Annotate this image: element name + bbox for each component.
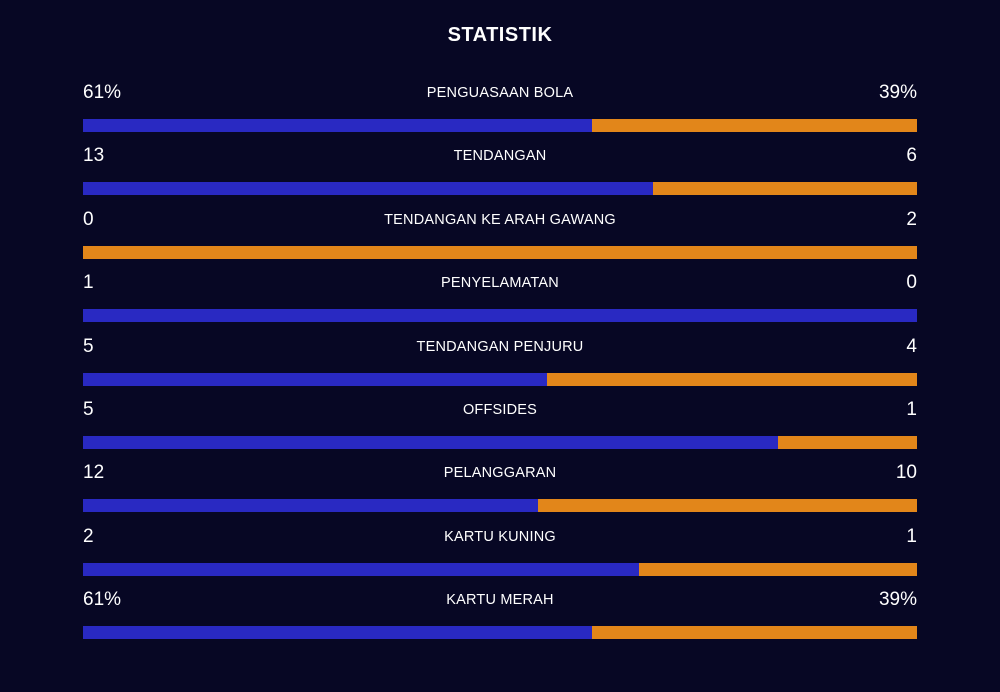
stat-label: KARTU KUNING xyxy=(444,528,556,545)
page-title: STATISTIK xyxy=(447,24,553,46)
stat-label: KARTU MERAH xyxy=(446,592,554,609)
home-value: 13 xyxy=(83,145,105,167)
stat-row: 2 KARTU KUNING 1 xyxy=(83,524,917,587)
away-bar-segment xyxy=(537,499,917,513)
home-value: 12 xyxy=(83,462,105,484)
stat-label: OFFSIDES xyxy=(462,401,538,418)
comparison-bar xyxy=(83,309,917,323)
comparison-bar xyxy=(83,119,917,132)
comparison-bar xyxy=(83,182,917,196)
away-bar-segment xyxy=(83,245,917,259)
stat-row: 61% PENGUASAAN BOLA 39% xyxy=(83,80,917,143)
stat-row: 12 PELANGGARAN 10 xyxy=(83,460,917,523)
home-bar-segment xyxy=(83,562,640,576)
away-value: 4 xyxy=(906,335,917,357)
stat-row: 5 TENDANGAN PENJURU 4 xyxy=(83,334,917,397)
comparison-bar xyxy=(83,245,917,259)
stat-label: TENDANGAN PENJURU xyxy=(416,338,584,355)
comparison-bar xyxy=(83,562,917,576)
away-value: 39% xyxy=(878,589,917,611)
comparison-bar xyxy=(83,626,917,640)
away-value: 1 xyxy=(906,525,917,547)
home-value: 61% xyxy=(83,82,122,103)
home-bar-segment xyxy=(83,309,917,323)
home-value: 5 xyxy=(83,335,94,357)
stat-label: TENDANGAN KE ARAH GAWANG xyxy=(384,211,616,228)
home-bar-segment xyxy=(83,499,538,513)
away-value: 0 xyxy=(906,272,917,294)
stat-row: 61% KARTU MERAH 39% xyxy=(83,587,917,650)
home-value: 1 xyxy=(83,272,94,294)
comparison-bar xyxy=(83,372,917,386)
away-value: 10 xyxy=(895,462,917,484)
away-bar-segment xyxy=(653,182,917,196)
stat-label: TENDANGAN xyxy=(453,148,547,165)
stat-row: 0 TENDANGAN KE ARAH GAWANG 2 xyxy=(83,207,917,270)
home-bar-segment xyxy=(83,626,592,640)
stat-label: PENYELAMATAN xyxy=(441,275,559,292)
away-bar-segment xyxy=(591,119,917,132)
stat-row: 5 OFFSIDES 1 xyxy=(83,397,917,460)
home-bar-segment xyxy=(83,372,547,386)
home-bar-segment xyxy=(83,119,592,132)
away-value: 2 xyxy=(906,208,917,230)
away-value: 1 xyxy=(906,398,917,420)
stat-label: PENGUASAAN BOLA xyxy=(426,85,574,101)
comparison-bar xyxy=(83,499,917,513)
comparison-bar xyxy=(83,435,917,449)
away-bar-segment xyxy=(639,562,917,576)
home-value: 61% xyxy=(83,589,122,611)
home-value: 2 xyxy=(83,525,94,547)
home-value: 5 xyxy=(83,398,94,420)
away-bar-segment xyxy=(591,626,917,640)
away-value: 6 xyxy=(906,145,917,167)
home-value: 0 xyxy=(83,208,94,230)
stats-list: 61% PENGUASAAN BOLA 39% 13 TENDANGAN 6 0 TENDAN… xyxy=(83,80,917,651)
stat-row: 1 PENYELAMATAN 0 xyxy=(83,270,917,333)
stat-row: 13 TENDANGAN 6 xyxy=(83,143,917,206)
home-bar-segment xyxy=(83,435,778,449)
away-bar-segment xyxy=(546,372,917,386)
away-value: 39% xyxy=(878,82,917,103)
stat-label: PELANGGARAN xyxy=(443,465,557,482)
away-bar-segment xyxy=(777,435,917,449)
home-bar-segment xyxy=(83,182,654,196)
